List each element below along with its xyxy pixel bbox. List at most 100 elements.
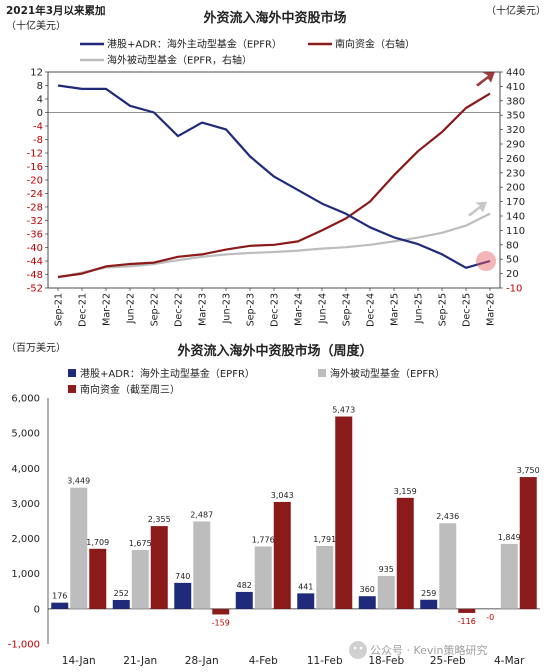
x-tick-label: Sep-25 — [438, 293, 449, 326]
left-tick-label: 0 — [37, 108, 43, 119]
wechat-icon-eye-left — [353, 646, 357, 650]
left-tick-label: -32 — [27, 216, 43, 227]
top-chart-title: 外资流入海外中资股市场 — [202, 10, 346, 26]
right-tick-label: 170 — [506, 197, 525, 208]
x-tick-label: Dec-22 — [174, 293, 185, 327]
bar-value-label: 3,750 — [517, 466, 540, 475]
series-active-line — [57, 84, 491, 269]
bottom-unit-left: （百万美元） — [6, 341, 66, 354]
legend-label-active: 港股+ADR：海外主动型基金（EPFR） — [107, 38, 282, 51]
bar-southbound — [396, 497, 414, 609]
bar-southbound — [519, 477, 537, 609]
bar-y-tick-label: 3,000 — [11, 499, 40, 510]
right-tick-label: 80 — [506, 240, 519, 251]
bar-value-label: 2,436 — [436, 512, 459, 521]
bar-category-label: 18-Feb — [368, 655, 404, 667]
bottom-bar-chart: 6,000 5,000 4,000 3,000 2,000 1,000 0 -1,000 14-… — [8, 394, 540, 667]
bar-value-label: 1,709 — [86, 538, 109, 547]
right-tick-label: 350 — [506, 111, 525, 122]
bar-y-tick-label: 4,000 — [11, 464, 40, 475]
bottom-chart-title: 外资流入海外中资股市场（周度） — [176, 343, 372, 359]
bar-value-label: -116 — [458, 617, 476, 626]
legend-swatch-passive-bar — [318, 369, 326, 377]
left-tick-label: -28 — [27, 203, 43, 214]
right-tick-label: 140 — [506, 212, 525, 223]
bar-passive — [70, 487, 88, 609]
top-header-left: 2021年3月以来累加 — [6, 4, 106, 17]
bar-category-label: 11-Feb — [307, 655, 343, 667]
right-tick-label: 320 — [506, 125, 525, 136]
x-tick-label: Sep-24 — [342, 293, 353, 326]
left-tick-label: 12 — [30, 68, 43, 79]
bar-value-label: -159 — [212, 618, 230, 627]
bar-value-label: 3,043 — [271, 491, 294, 500]
bar-y-tick-label: 6,000 — [11, 394, 40, 405]
bar-y-tick-label: 0 — [34, 604, 40, 615]
left-tick-label: 8 — [37, 81, 43, 92]
series-passive-line — [57, 212, 491, 279]
bar-active — [51, 602, 69, 609]
right-tick-label: 110 — [506, 226, 525, 237]
left-tick-label: -40 — [27, 243, 43, 254]
bar-passive — [254, 546, 272, 609]
left-tick-label: -4 — [33, 122, 43, 133]
bar-category-label: 14-Jan — [62, 655, 96, 667]
watermark-text: 公众号 · Kevin策略研究 — [370, 643, 487, 657]
bar-value-label: 1,776 — [252, 535, 275, 544]
bar-value-label: 259 — [421, 589, 436, 598]
bar-category-label: 21-Jan — [123, 655, 157, 667]
legend-label-southbound: 南向资金（右轴） — [335, 38, 415, 51]
bar-active — [297, 593, 315, 609]
southbound-trend-arrow — [476, 71, 495, 87]
bar-y-tick-label: 5,000 — [11, 429, 40, 440]
left-tick-label: -24 — [27, 189, 43, 200]
bar-value-label: 360 — [360, 585, 375, 594]
legend-label-active-bar: 港股+ADR：海外主动型基金（EPFR） — [80, 367, 255, 380]
bar-value-label: 5,473 — [332, 406, 355, 415]
x-tick-label: Mar-25 — [390, 293, 401, 326]
top-unit-left: （十亿美元） — [6, 19, 66, 32]
bar-value-label: 252 — [114, 589, 129, 598]
x-tick-label: Mar-26 — [486, 293, 497, 326]
left-tick-label: -44 — [27, 257, 43, 268]
left-tick-label: -12 — [27, 149, 43, 160]
legend-swatch-southbound-bar — [68, 385, 76, 393]
bar-value-label: 935 — [379, 565, 394, 574]
right-tick-label: 230 — [506, 168, 525, 179]
bar-y-tick-label: 2,000 — [11, 534, 40, 545]
x-tick-label: Mar-24 — [294, 293, 305, 326]
bar-passive — [193, 521, 211, 609]
bar-active — [112, 600, 130, 609]
x-tick-label: Dec-24 — [366, 293, 377, 327]
bar-passive — [377, 575, 395, 609]
series-southbound-line — [57, 92, 491, 279]
bar-southbound — [458, 608, 476, 613]
bar-value-label: 2,487 — [190, 510, 213, 519]
x-tick-label: Dec-25 — [462, 293, 473, 327]
wechat-icon-eye-right — [359, 646, 363, 650]
bar-value-label: 3,159 — [394, 487, 417, 496]
x-tick-label: Sep-22 — [150, 293, 161, 326]
active-end-highlight — [476, 251, 496, 271]
x-tick-label: Jun-25 — [414, 293, 425, 324]
left-tick-label: -48 — [27, 270, 43, 281]
bar-active — [358, 596, 376, 609]
right-tick-label: -10 — [506, 284, 522, 295]
left-tick-label: -52 — [27, 284, 43, 295]
bar-value-label: 1,849 — [498, 533, 521, 542]
bar-value-label: 1,791 — [313, 535, 336, 544]
top-legend: 港股+ADR：海外主动型基金（EPFR） 南向资金（右轴） 海外被动型基金（EP… — [80, 38, 415, 67]
legend-label-southbound-bar: 南向资金（截至周三） — [80, 383, 180, 396]
x-tick-label: Mar-22 — [102, 293, 113, 326]
bar-category-label: 28-Jan — [185, 655, 219, 667]
top-unit-right: （十亿美元） — [486, 4, 546, 17]
x-tick-label: Mar-23 — [198, 293, 209, 326]
bar-y-tick-label: 1,000 — [11, 569, 40, 580]
bar-southbound — [335, 416, 353, 609]
x-tick-label: Dec-21 — [78, 293, 89, 327]
bar-value-label: 2,355 — [148, 515, 171, 524]
legend-label-passive: 海外被动型基金（EPFR，右轴） — [107, 54, 252, 67]
bottom-legend: 港股+ADR：海外主动型基金（EPFR） 海外被动型基金（EPFR） 南向资金（… — [68, 367, 445, 396]
x-tick-label: Dec-23 — [270, 293, 281, 327]
